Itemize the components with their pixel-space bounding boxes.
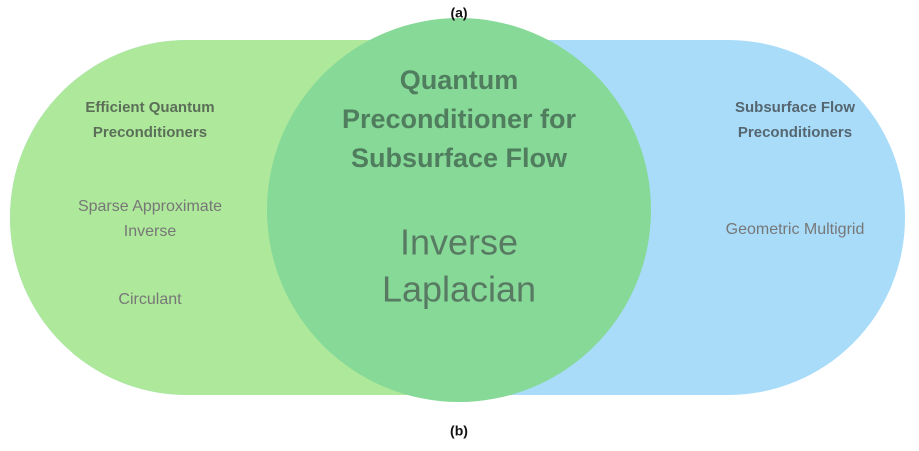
center-title: Preconditioner for — [342, 104, 577, 134]
center-title: Quantum — [400, 65, 519, 95]
left-item: Inverse — [124, 223, 177, 240]
right-item: Geometric Multigrid — [726, 221, 865, 238]
right-title: Preconditioners — [738, 124, 852, 141]
bottom-label: (b) — [450, 423, 468, 439]
center-circle — [267, 18, 651, 402]
right-title: Subsurface Flow — [735, 99, 855, 116]
left-item: Circulant — [118, 291, 182, 308]
left-title: Efficient Quantum — [85, 99, 214, 116]
center-item: Inverse — [400, 222, 518, 263]
center-title: Subsurface Flow — [351, 143, 568, 173]
center-item: Laplacian — [382, 269, 536, 310]
left-title: Preconditioners — [93, 124, 207, 141]
top-label: (a) — [450, 5, 467, 21]
left-item: Sparse Approximate — [78, 198, 222, 215]
